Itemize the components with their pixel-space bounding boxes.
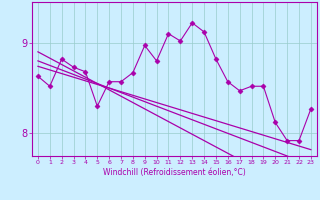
X-axis label: Windchill (Refroidissement éolien,°C): Windchill (Refroidissement éolien,°C) bbox=[103, 168, 246, 177]
